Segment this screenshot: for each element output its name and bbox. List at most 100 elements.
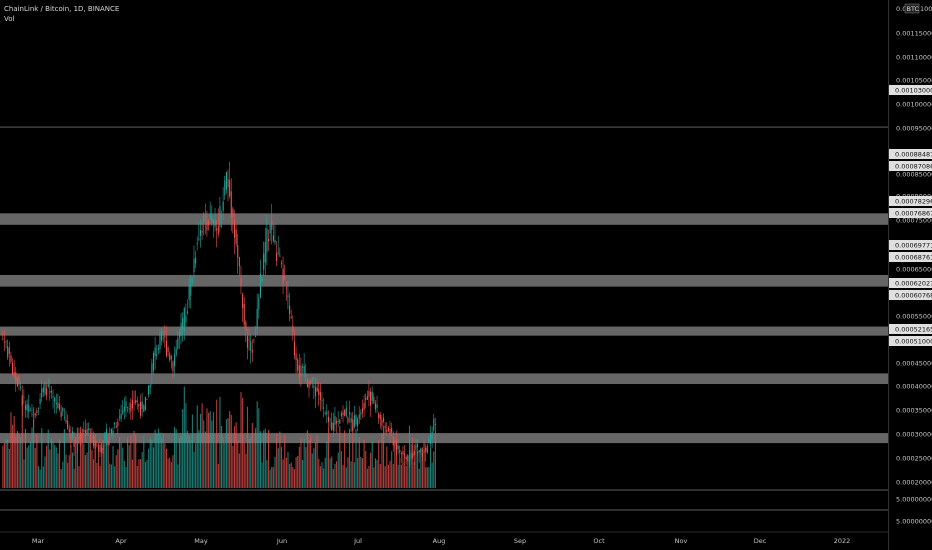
volume-bar — [185, 403, 187, 488]
candle-body — [397, 445, 399, 449]
volume-bar — [89, 428, 91, 488]
volume-bar — [99, 465, 101, 488]
volume-bar — [65, 454, 67, 488]
volume-bar — [316, 435, 318, 488]
volume-bar — [190, 439, 192, 488]
candle-body — [196, 242, 198, 244]
candle-body — [170, 356, 172, 360]
price-tag-label: 0.00051000 — [895, 338, 932, 346]
volume-bar — [115, 455, 117, 488]
volume-bar — [329, 458, 331, 488]
candle-body — [15, 372, 17, 383]
volume-bar — [63, 429, 65, 488]
volume-bar — [154, 429, 156, 488]
price-tag-label: 0.00088487 — [895, 151, 932, 159]
candle-body — [274, 239, 276, 243]
volume-bar — [204, 431, 206, 488]
volume-bar — [376, 459, 378, 488]
candle-body — [259, 273, 261, 298]
volume-bar — [347, 457, 349, 488]
volume-bar — [199, 413, 202, 488]
candle-body — [47, 383, 49, 387]
volume-bar — [255, 428, 257, 488]
volume-bar — [44, 456, 46, 488]
volume-bar — [340, 451, 342, 488]
candle-body — [151, 363, 153, 374]
candle-body — [251, 350, 253, 353]
time-axis[interactable]: Mar Apr May Jun Jul Aug Sep Oct Nov Dec 2022 — [0, 531, 888, 545]
candle-body — [54, 397, 56, 402]
volume-bar — [363, 439, 365, 488]
volume-bar — [101, 442, 103, 488]
volume-bar — [93, 459, 95, 488]
candle-body — [363, 402, 365, 410]
candle-body — [195, 257, 197, 264]
volume-bar — [397, 464, 399, 488]
candle-body — [18, 377, 20, 385]
volume-bar — [209, 411, 211, 488]
candle-body — [65, 420, 67, 422]
price-tick-label: 0.00030000 — [896, 431, 932, 439]
price-tag-label: 0.00068761 — [895, 254, 932, 262]
candle-body — [240, 277, 242, 286]
volume-label[interactable]: Vol — [4, 15, 15, 23]
candle-body — [379, 414, 381, 420]
candle-body — [13, 372, 15, 376]
candle-body — [161, 330, 163, 341]
candle-body — [232, 208, 234, 218]
candle-body — [233, 219, 236, 238]
volume-bar — [26, 447, 28, 488]
volume-bar — [248, 439, 250, 488]
candle-body — [413, 450, 415, 456]
volume-bar — [303, 438, 305, 488]
volume-bar — [378, 440, 380, 488]
volume-bar — [412, 437, 414, 488]
candles[interactable] — [2, 161, 436, 468]
volume-bar — [20, 437, 22, 488]
volume-bar — [243, 442, 245, 488]
volume-bar — [138, 459, 140, 488]
volume-bar — [256, 401, 258, 488]
candle-body — [381, 419, 383, 426]
candle-body — [31, 414, 33, 415]
candle-body — [387, 427, 389, 431]
candle-body — [131, 400, 134, 409]
candle-body — [313, 385, 315, 388]
price-axis[interactable]: 0.00115000 0.00110000 0.00105000 0.00100000… — [888, 0, 932, 550]
volume-bar — [191, 414, 193, 488]
candle-body — [12, 362, 14, 375]
volume-bar — [250, 437, 252, 488]
volume-bar — [238, 453, 240, 488]
time-tick-label: Sep — [514, 537, 526, 545]
candle-body — [144, 396, 146, 411]
candle-body — [138, 404, 140, 407]
candle-body — [122, 410, 124, 414]
symbol-title[interactable]: ChainLink / Bitcoin, 1D, BINANCE — [4, 5, 120, 13]
candle-body — [37, 407, 40, 409]
candle-body — [321, 400, 323, 401]
volume-bar — [391, 451, 393, 488]
candle-body — [177, 338, 179, 349]
price-tick-label: 0.00110000 — [896, 54, 932, 62]
volume-bar — [104, 432, 106, 488]
candle-body — [46, 388, 48, 396]
volume-bar — [24, 428, 27, 488]
time-tick-label: Apr — [115, 537, 127, 545]
candle-body — [428, 439, 430, 443]
candle-body — [206, 221, 208, 231]
volume-bar — [127, 437, 129, 488]
candle-body — [323, 407, 325, 409]
volume-bar — [344, 430, 346, 488]
candle-body — [188, 285, 190, 300]
volume-bar — [36, 434, 38, 488]
volume-bar — [128, 445, 130, 488]
time-tick-label: Aug — [433, 537, 446, 545]
candle-body — [242, 294, 244, 309]
candle-body — [216, 228, 218, 231]
candle-body — [10, 355, 12, 362]
candle-body — [68, 429, 70, 432]
candle-body — [373, 396, 375, 404]
candle-body — [429, 434, 432, 444]
candle-body — [297, 359, 299, 371]
